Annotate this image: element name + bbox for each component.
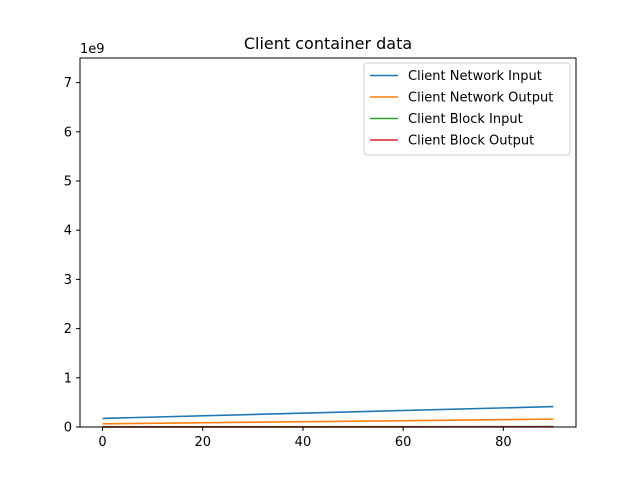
series-line-1 (102, 405, 554, 420)
legend-label: Client Block Input (408, 112, 523, 127)
x-tick-label: 80 (495, 435, 512, 450)
y-tick-label: 5 (64, 175, 72, 190)
legend: Client Network Input Client Network Outpu… (363, 62, 571, 156)
y-tick-label: 6 (64, 125, 72, 140)
x-axis: 0 20 40 60 80 (98, 427, 512, 450)
legend-box (363, 62, 571, 156)
x-tick-label: 0 (98, 435, 106, 450)
y-offset-label: 1e9 (80, 42, 105, 57)
x-tick-label: 20 (194, 435, 211, 450)
legend-label: Client Network Output (408, 91, 553, 106)
x-tick-label: 60 (395, 435, 412, 450)
y-tick-label: 7 (64, 76, 72, 91)
y-tick-label: 3 (64, 273, 72, 288)
legend-label: Client Network Input (408, 69, 542, 84)
y-axis: 0 1 2 3 4 5 6 7 (64, 76, 80, 436)
y-tick-label: 0 (64, 421, 72, 436)
chart-title: Client container data (244, 34, 412, 53)
plot-frame (79, 57, 577, 428)
y-tick-label: 2 (64, 322, 72, 337)
series-line-2 (102, 418, 554, 425)
y-tick-label: 4 (64, 224, 72, 239)
y-tick-label: 1 (64, 371, 72, 386)
legend-label: Client Block Output (408, 134, 534, 149)
x-tick-label: 40 (295, 435, 312, 450)
